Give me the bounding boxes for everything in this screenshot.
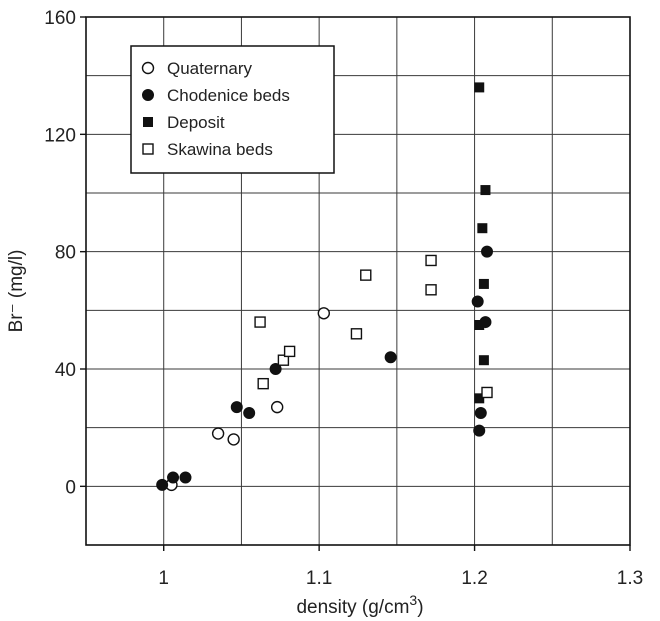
- data-point: [156, 478, 169, 491]
- data-point: [471, 295, 484, 308]
- plot-frame: [85, 16, 631, 546]
- data-point: [474, 393, 485, 404]
- data-point: [481, 386, 493, 399]
- data-point: [269, 363, 282, 375]
- legend-label: Quaternary: [167, 59, 253, 78]
- data-point: [350, 328, 363, 340]
- data-points: [156, 82, 494, 492]
- x-axis-label-text: density (g/cm: [296, 597, 409, 618]
- data-point: [270, 400, 284, 414]
- data-point: [481, 245, 494, 258]
- x-tick-label: 1.2: [461, 568, 487, 589]
- data-point: [480, 185, 491, 196]
- data-point: [478, 278, 489, 289]
- series-deposit: [474, 82, 491, 404]
- data-point: [243, 407, 256, 419]
- data-point: [179, 471, 192, 484]
- data-point: [167, 471, 180, 484]
- legend-box: [130, 45, 335, 174]
- x-axis-label-close: ): [417, 597, 423, 618]
- legend-label: Chodenice beds: [167, 86, 290, 105]
- legend-marker: [142, 89, 154, 101]
- x-tick-label: 1.3: [617, 568, 643, 589]
- x-axis-label-superscript: 3: [409, 592, 417, 608]
- data-point: [317, 307, 331, 320]
- data-point: [360, 269, 372, 281]
- legend-label: Skawina beds: [167, 140, 273, 159]
- y-axis-label: Br⁻ (mg/l): [6, 250, 27, 333]
- y-tick-label: 0: [65, 477, 76, 498]
- data-point: [277, 354, 290, 366]
- data-point: [474, 407, 487, 419]
- legend-marker: [143, 117, 153, 127]
- series-quaternary: [165, 307, 331, 492]
- legend-label: Deposit: [167, 113, 225, 132]
- data-point: [254, 316, 266, 328]
- data-point: [257, 377, 269, 390]
- y-axis-ticks: 0 40 80 120 160: [44, 8, 86, 498]
- x-axis-ticks: 1 1.1 1.2 1.3: [158, 545, 643, 589]
- x-axis-label: density (g/cm3): [296, 592, 423, 618]
- data-point: [478, 355, 489, 366]
- data-point: [425, 254, 437, 267]
- data-point: [425, 284, 437, 296]
- data-point: [473, 424, 486, 437]
- data-point: [230, 401, 243, 414]
- data-point: [283, 345, 296, 358]
- x-tick-label: 1.1: [306, 568, 332, 589]
- legend-marker: [141, 61, 155, 75]
- y-tick-label: 160: [44, 8, 76, 29]
- y-tick-label: 80: [55, 243, 76, 264]
- data-point: [474, 320, 485, 330]
- legend: Quaternary Chodenice beds Deposit Skawina b…: [130, 45, 335, 174]
- legend-marker: [142, 143, 154, 155]
- x-tick-label: 1: [158, 568, 169, 589]
- data-point: [477, 223, 488, 234]
- y-tick-label: 40: [55, 360, 76, 381]
- data-point: [474, 82, 485, 93]
- data-point: [384, 351, 397, 364]
- series-skawina-beds: [254, 254, 493, 399]
- series-chodenice-beds: [156, 245, 494, 491]
- data-point: [211, 427, 225, 440]
- y-tick-label: 120: [44, 125, 76, 146]
- legend-items: Quaternary Chodenice beds Deposit Skawina b…: [141, 59, 290, 159]
- data-point: [227, 433, 240, 446]
